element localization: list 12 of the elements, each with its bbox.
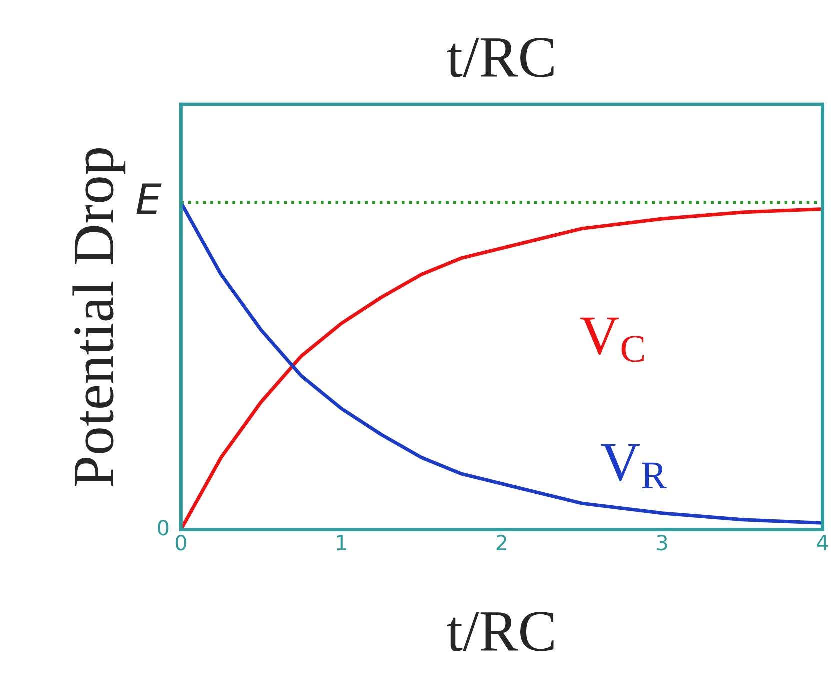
x-tick-label: 3 [657,534,668,551]
x-axis-title: t/RC [447,612,554,652]
series-label: V$_{C}$ [580,318,644,362]
x-tick-label: 2 [496,534,506,550]
x-tick-label: 4 [817,535,828,550]
chart-title: t/RC [447,38,554,78]
x-tick-label: 1 [337,535,346,550]
ref-line-label: E [136,184,162,214]
annotation: 0 [158,520,169,536]
x-tick-label: 0 [176,534,186,551]
series-label: V$_{R}$ [601,444,667,488]
y-axis-title: Potential Drop [72,148,126,486]
